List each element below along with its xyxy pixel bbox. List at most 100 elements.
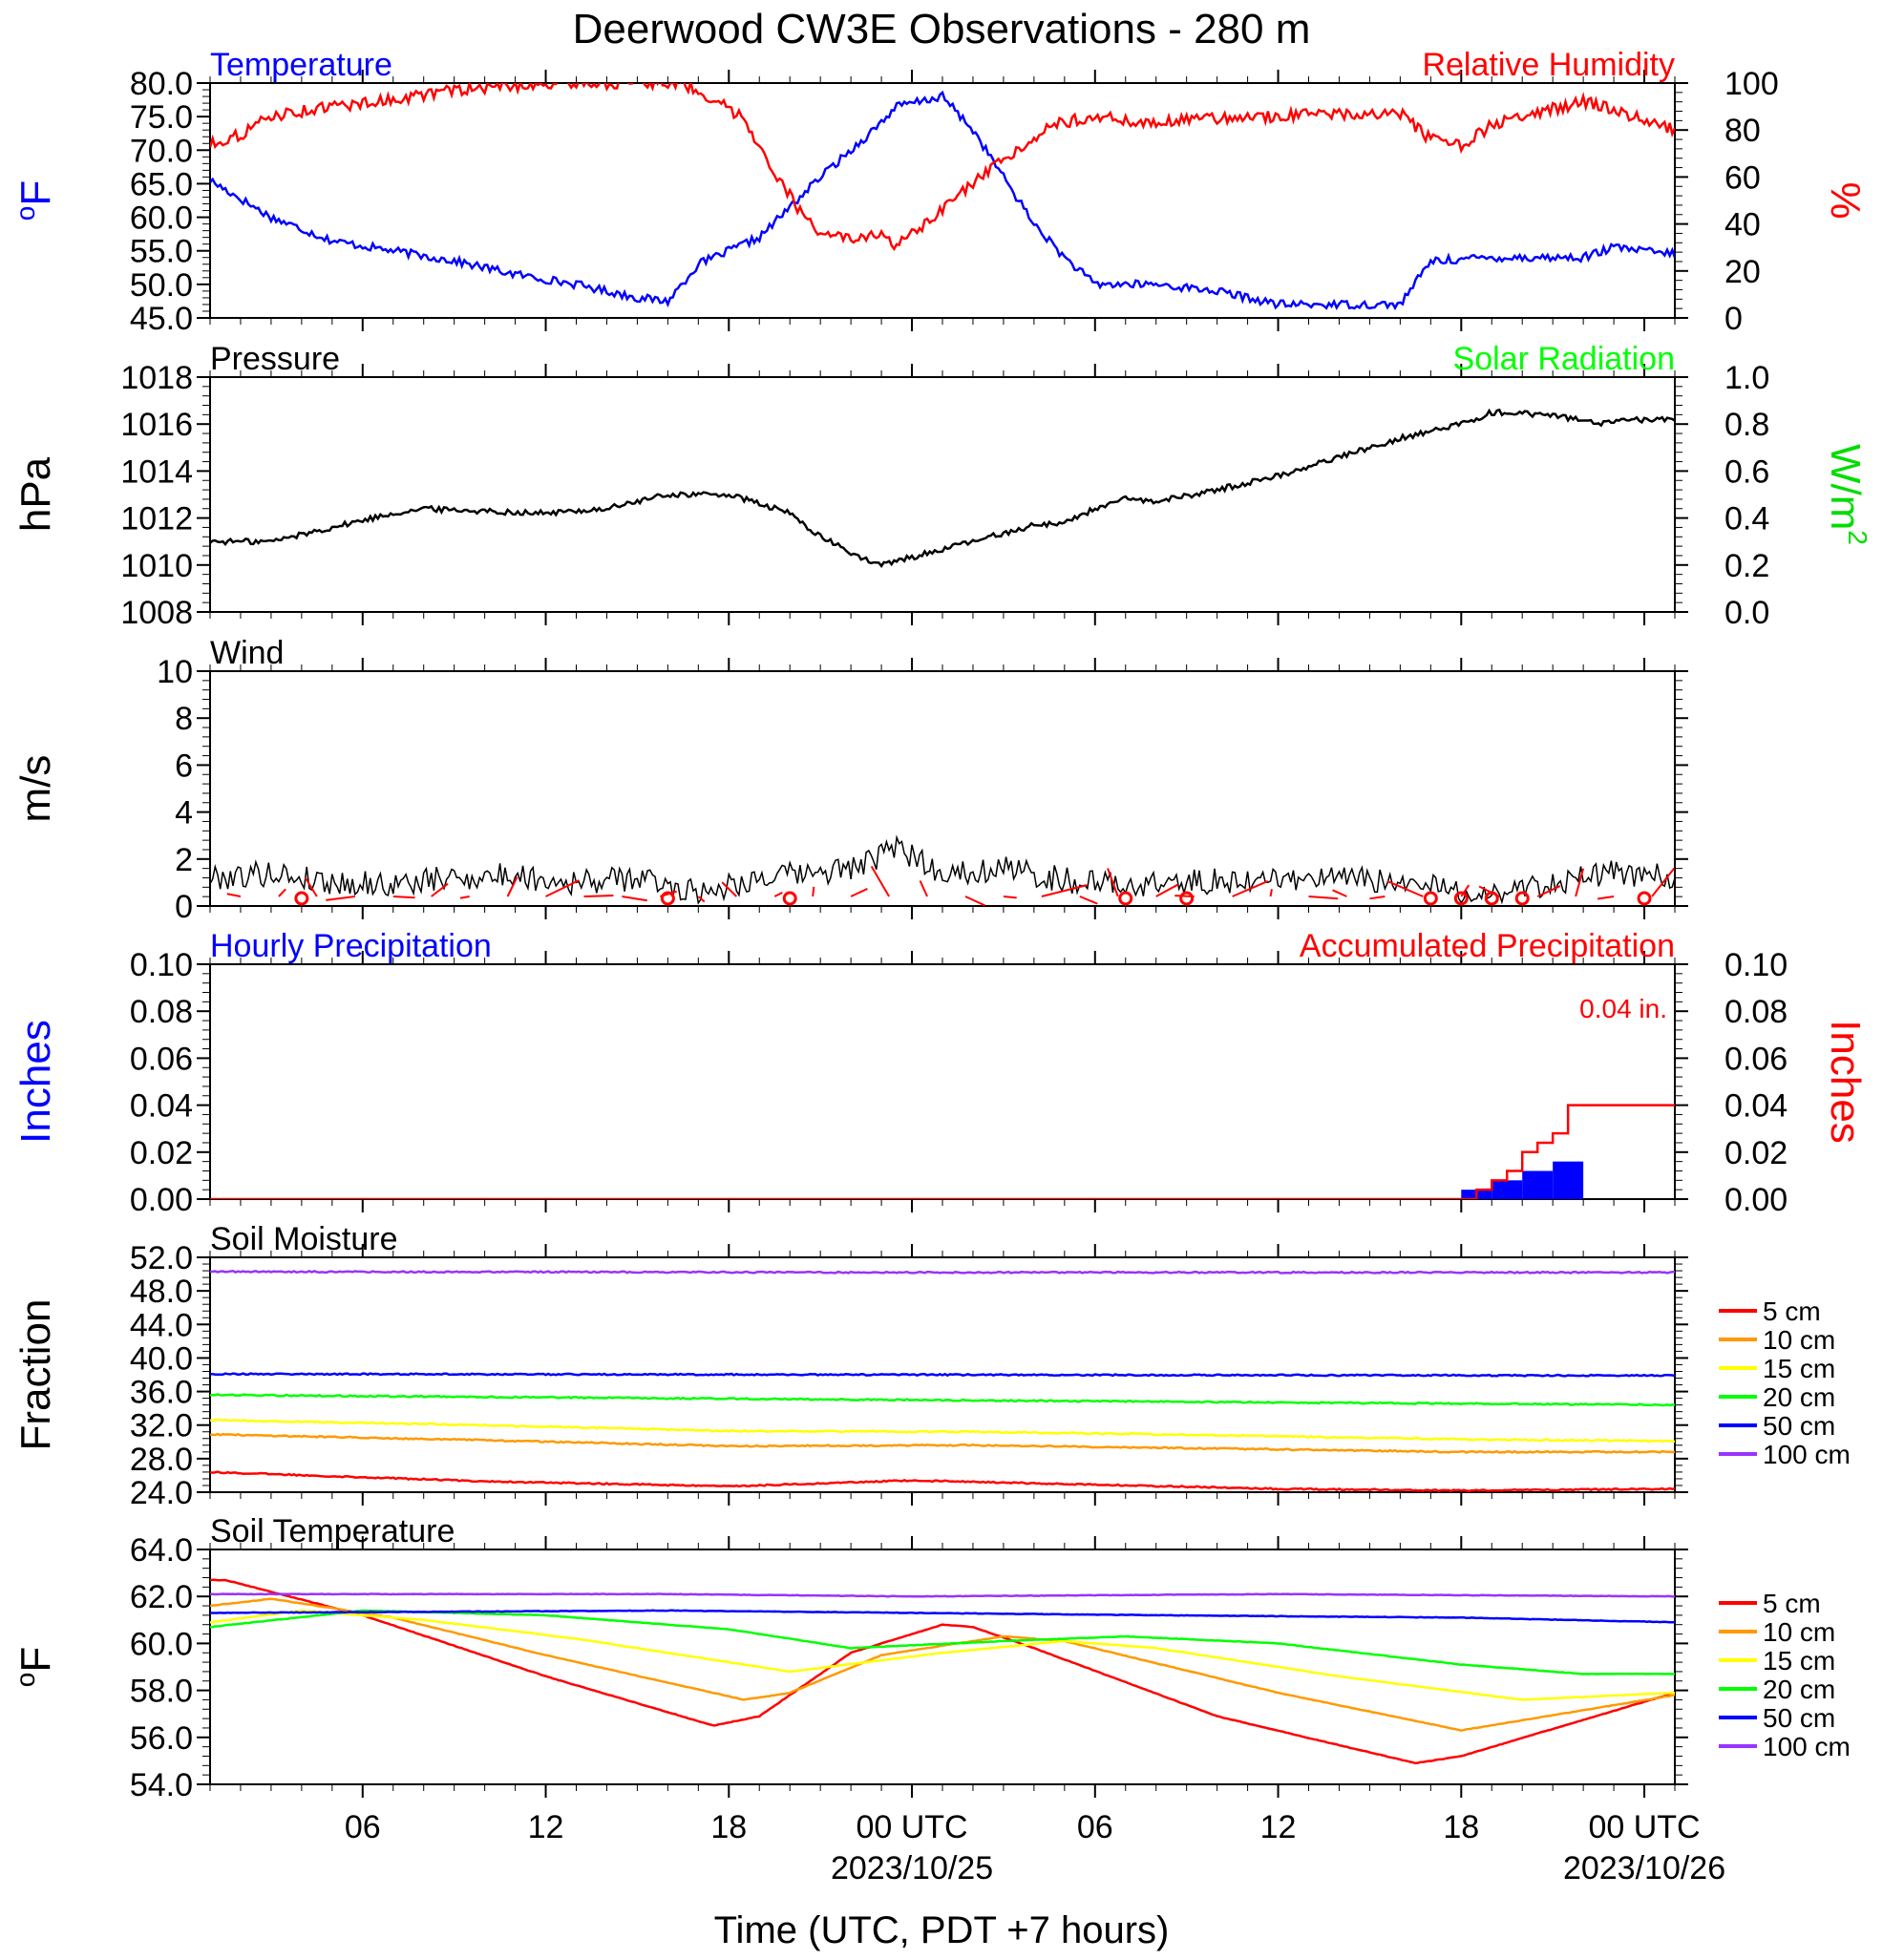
panel-title-right: Solar Radiation — [1453, 341, 1675, 377]
x-tick-label: 18 — [1443, 1809, 1479, 1845]
left-tick-label: 62.0 — [130, 1579, 193, 1615]
left-tick-label: 0.06 — [130, 1041, 193, 1077]
left-tick-label: 0.10 — [130, 947, 193, 983]
x-date-label: 2023/10/25 — [831, 1850, 993, 1886]
calm-wind-marker — [660, 891, 675, 906]
plot-frame — [209, 1549, 1676, 1785]
left-tick-label: 45.0 — [130, 301, 193, 337]
left-tick-label: 55.0 — [130, 234, 193, 270]
series-line-100-cm — [210, 1592, 1675, 1598]
x-tick-label: 00 UTC — [856, 1809, 967, 1845]
left-tick-label: 80.0 — [130, 66, 193, 102]
left-tick-label: 1008 — [120, 595, 193, 631]
panel-title-left: Temperature — [210, 47, 392, 83]
accumulated-precip-line — [210, 1104, 1675, 1199]
wind-barb — [773, 892, 783, 897]
panel-title-left: Pressure — [210, 341, 340, 377]
plot-frame — [209, 963, 1676, 1200]
left-tick-label: 75.0 — [130, 99, 193, 136]
wind-barb — [545, 879, 580, 897]
wind-barb — [1041, 884, 1088, 897]
left-axis-label: oF — [11, 1647, 59, 1687]
left-tick-label: 4 — [175, 795, 193, 832]
wind-barb — [1308, 896, 1339, 900]
panel-title-left: Soil Moisture — [210, 1221, 398, 1257]
right-tick-label: 1.0 — [1724, 360, 1769, 396]
precip-bar — [1553, 1161, 1584, 1199]
wind-barb — [1107, 868, 1119, 897]
calm-wind-marker — [1484, 891, 1499, 906]
legend-label: 10 cm — [1763, 1325, 1835, 1355]
x-tick-label: 06 — [345, 1809, 381, 1845]
legend-label: 100 cm — [1763, 1440, 1851, 1469]
calm-wind-marker — [1118, 891, 1133, 906]
plot-frame — [209, 376, 1676, 613]
left-axis-label: m/s — [12, 755, 59, 823]
calm-wind-marker — [1423, 891, 1438, 906]
left-tick-label: 28.0 — [130, 1442, 193, 1478]
legend-label: 5 cm — [1763, 1589, 1821, 1618]
right-tick-label: 40 — [1724, 207, 1761, 243]
panel-precip: 0.10 0.08 0.06 0.04 0.02 0.00 0.10 0.08 0.06 0.04… — [12, 928, 1869, 1218]
left-tick-label: 52.0 — [130, 1240, 193, 1276]
wind-barb — [1369, 896, 1386, 900]
right-tick-label: 80 — [1724, 113, 1761, 149]
right-tick-label: 0.10 — [1724, 947, 1788, 983]
right-tick-label: 0.8 — [1724, 407, 1769, 443]
plot-area-pressure_solar — [210, 408, 1675, 569]
series-line-10-cm — [210, 1597, 1675, 1732]
panel-title-left: Soil Temperature — [210, 1513, 455, 1549]
left-tick-label: 0 — [175, 889, 193, 925]
panel-pressure_solar: 1018 1016 1014 1012 1010 1008 1.0 0.8 0.6 0.4 0.2 0… — [12, 341, 1872, 631]
x-tick-label: 12 — [528, 1809, 564, 1845]
right-axis-label: W/m2 — [1822, 444, 1872, 545]
right-axis-label: % — [1822, 181, 1869, 219]
panel-wind: 10 8 6 4 2 0 Wind m/s — [12, 635, 1688, 925]
left-tick-label: 32.0 — [130, 1408, 193, 1444]
legend-label: 15 cm — [1763, 1646, 1835, 1675]
right-tick-label: 20 — [1724, 254, 1761, 290]
panel-soil_temperature: 64.0 62.0 60.0 58.0 56.0 54.0 Soil Temperature… — [11, 1513, 1851, 1803]
right-tick-label: 100 — [1724, 66, 1779, 102]
series-line-5-cm — [210, 1470, 1675, 1492]
series-line-20-cm — [210, 1609, 1675, 1675]
series-line-wind-speed — [210, 834, 1675, 905]
series-line-temperature — [210, 90, 1675, 311]
wind-barb — [1460, 884, 1470, 897]
wind-barb — [622, 896, 647, 902]
x-tick-label: 00 UTC — [1588, 1809, 1700, 1845]
plot-area-precip — [210, 1104, 1675, 1199]
wind-barb — [1651, 867, 1675, 897]
wind-barb — [1155, 883, 1179, 897]
left-tick-label: 1012 — [120, 501, 193, 537]
calm-wind-marker — [782, 891, 797, 906]
x-date-label: 2023/10/26 — [1563, 1850, 1725, 1886]
left-tick-label: 24.0 — [130, 1475, 193, 1511]
wind-barb — [721, 881, 737, 897]
figure-title: Deerwood CW3E Observations - 280 m — [573, 6, 1311, 53]
right-tick-label: 0.08 — [1724, 994, 1788, 1030]
left-axis-label: hPa — [12, 456, 59, 532]
calm-wind-marker — [1637, 891, 1652, 906]
wind-barb — [1597, 896, 1615, 900]
precip-bar — [1522, 1170, 1554, 1199]
wind-barb — [1536, 885, 1561, 897]
right-tick-label: 60 — [1724, 159, 1761, 196]
right-axis-label: Inches — [1822, 1020, 1869, 1144]
series-line-20-cm — [210, 1393, 1675, 1407]
time-axis: 06 12 18 00 UTC 2023/10/25 06 12 18 00 UTC 2023/1… — [345, 1809, 1725, 1886]
right-tick-label: 0.4 — [1724, 501, 1769, 537]
series-line-100-cm — [210, 1269, 1675, 1275]
panel-soil_moisture: 52.048.044.040.036.032.028.024.0 Soil Moi… — [12, 1221, 1851, 1511]
precip-bar — [1492, 1180, 1523, 1199]
wind-barb — [506, 876, 518, 897]
legend-label: 10 cm — [1763, 1617, 1835, 1647]
left-tick-label: 2 — [175, 842, 193, 878]
wind-barb — [1332, 889, 1347, 897]
left-tick-label: 54.0 — [130, 1767, 193, 1803]
left-tick-label: 44.0 — [130, 1307, 193, 1343]
wind-barb — [1386, 879, 1424, 897]
legend-label: 15 cm — [1763, 1354, 1835, 1383]
legend-label: 50 cm — [1763, 1411, 1835, 1441]
wind-barb — [431, 882, 449, 897]
